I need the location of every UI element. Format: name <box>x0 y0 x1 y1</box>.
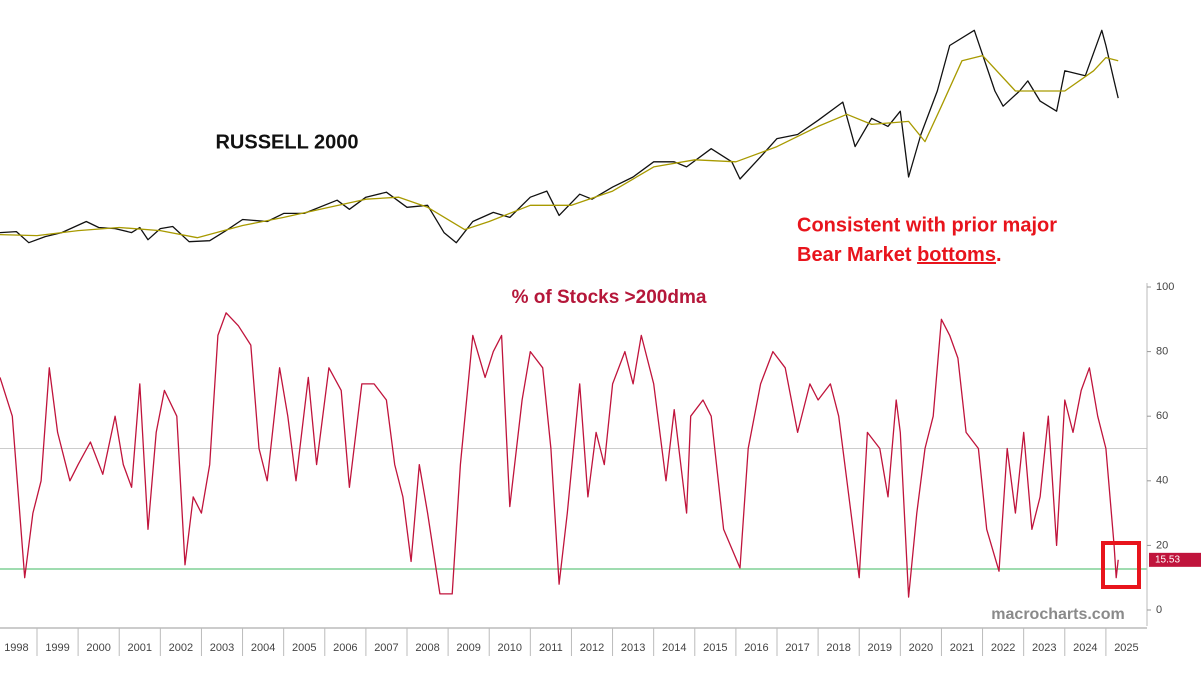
annotation: Bear Market bottoms. <box>797 244 1002 266</box>
x-tick-label: 2018 <box>826 642 850 654</box>
x-tick-label: 2021 <box>950 642 974 654</box>
x-tick-label: 2023 <box>1032 642 1056 654</box>
last-value-box <box>1149 552 1201 567</box>
highlight-box <box>1101 541 1141 589</box>
last-value-label: 15.53 <box>1155 554 1180 565</box>
y-tick-label: 60 <box>1156 410 1168 422</box>
chart-title: RUSSELL 2000 <box>215 131 358 153</box>
x-tick-label: 2005 <box>292 642 316 654</box>
annotation-part: bottoms <box>917 244 996 266</box>
y-tick-label: 20 <box>1156 539 1168 551</box>
x-tick-label: 2014 <box>662 642 686 654</box>
y-tick-label: 40 <box>1156 475 1168 487</box>
panel <box>0 29 1119 244</box>
x-tick-label: 2013 <box>621 642 645 654</box>
x-tick-label: 2006 <box>333 642 357 654</box>
x-tick-label: 2001 <box>128 642 152 654</box>
series-line <box>0 29 1119 244</box>
x-tick-label: 2024 <box>1073 642 1097 654</box>
annotation: Consistent with prior major <box>797 214 1057 236</box>
x-tick-label: 2017 <box>785 642 809 654</box>
y-tick-label: 100 <box>1156 281 1174 293</box>
x-tick-label: 2003 <box>210 642 234 654</box>
series-line <box>0 312 1119 598</box>
series-line <box>0 54 1119 239</box>
x-tick-label: 2022 <box>991 642 1015 654</box>
y-tick-label: 80 <box>1156 346 1168 358</box>
x-tick-label: 2016 <box>744 642 768 654</box>
annotation-part: Bear Market <box>797 244 912 266</box>
x-tick-label: 2009 <box>456 642 480 654</box>
y-tick-label: 0 <box>1156 604 1162 616</box>
x-tick-label: 2007 <box>374 642 398 654</box>
panel: 0 20 40 60 80 100 1998 1999 2000 2001 2002 2003 2004… <box>0 281 1201 656</box>
x-tick-label: 2020 <box>909 642 933 654</box>
x-tick-label: 2002 <box>169 642 193 654</box>
x-tick-label: 2025 <box>1114 642 1138 654</box>
x-tick-label: 2011 <box>539 642 563 654</box>
x-tick-label: 2010 <box>498 642 522 654</box>
x-tick-label: 1998 <box>4 642 28 654</box>
x-tick-label: 2008 <box>415 642 439 654</box>
x-tick-label: 2000 <box>86 642 110 654</box>
chart-title: % of Stocks >200dma <box>512 287 707 308</box>
x-tick-label: 1999 <box>45 642 69 654</box>
annotation-part: . <box>996 244 1002 266</box>
x-tick-label: 2015 <box>703 642 727 654</box>
x-tick-label: 2004 <box>251 642 275 654</box>
x-tick-label: 2012 <box>580 642 604 654</box>
watermark: macrocharts.com <box>991 606 1124 623</box>
x-tick-label: 2019 <box>868 642 892 654</box>
